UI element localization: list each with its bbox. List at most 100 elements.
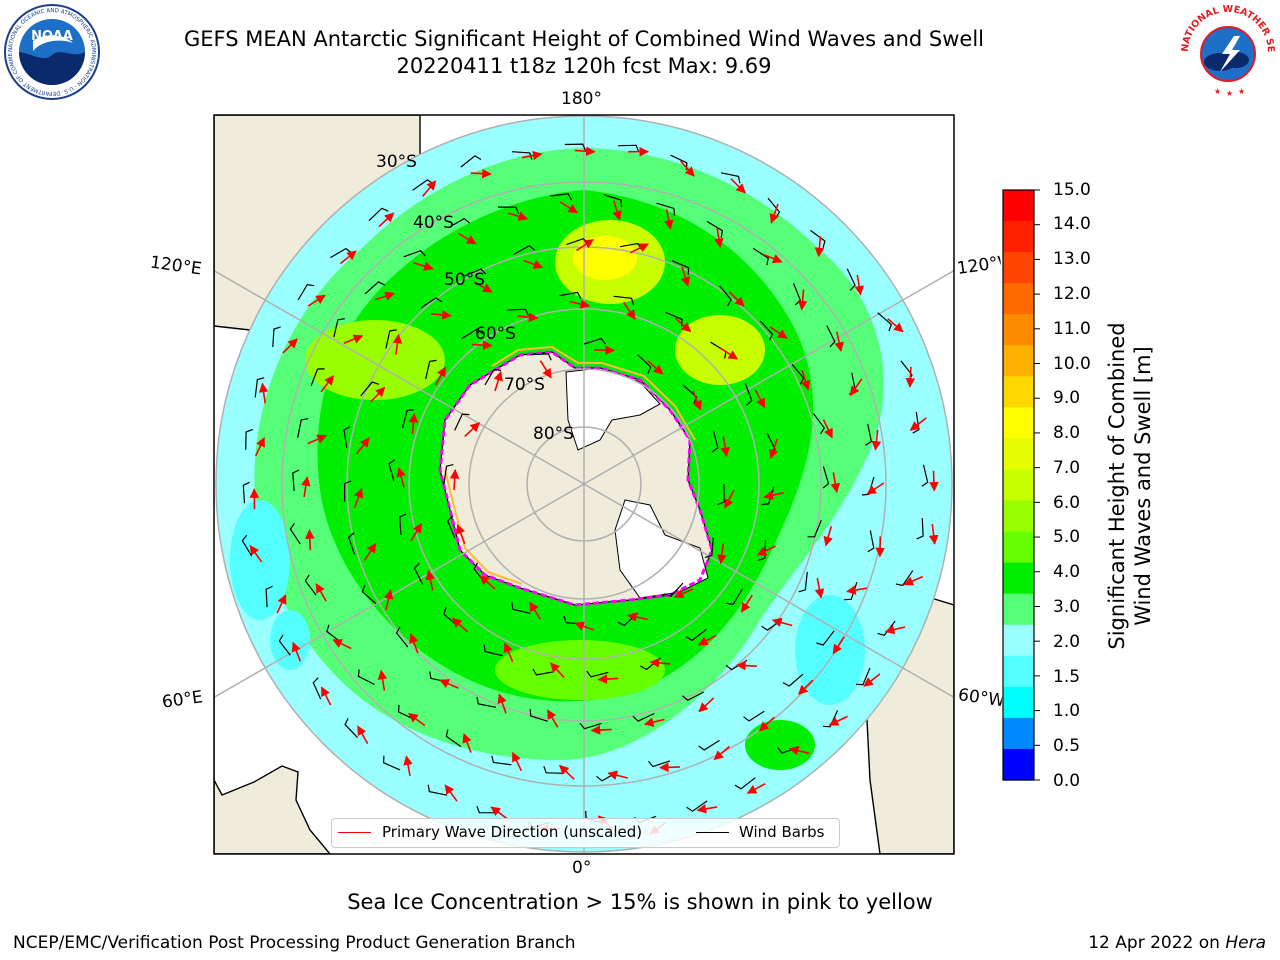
colorbar-band: [1003, 717, 1034, 750]
wind-barb: [344, 480, 352, 502]
wave-direction-arrow: [249, 545, 263, 563]
wind-barbs-legend-label: Wind Barbs: [739, 823, 825, 841]
wave-direction-arrow: [363, 542, 377, 561]
wind-barb: [717, 483, 725, 506]
wind-barb: [445, 729, 462, 748]
wave-direction-arrow: [353, 487, 364, 508]
wave-direction-arrow: [517, 312, 539, 323]
wind-barb: [758, 540, 767, 561]
wave-direction-arrow: [479, 575, 496, 590]
wind-barb: [448, 217, 470, 229]
wave-direction-arrow: [680, 160, 695, 177]
lat-label-70s: 70°S: [504, 375, 545, 395]
colorbar-tick: 0.0: [1053, 771, 1081, 791]
wave-direction-arrow: [470, 168, 492, 179]
wind-barb: [385, 329, 397, 349]
wind-barb: [564, 143, 587, 151]
wind-barb: [816, 630, 835, 646]
wave-direction-arrow: [559, 201, 579, 214]
wave-direction-arrow: [473, 281, 493, 293]
svg-text:★: ★: [1238, 87, 1245, 96]
chart-title: GEFS MEAN Antarctic Significant Height o…: [183, 27, 985, 51]
colorbar-tick: 1.0: [1053, 701, 1081, 721]
colorbar-tick: 10.0: [1053, 354, 1091, 374]
wave-direction-arrow: [590, 725, 612, 735]
wave-direction-arrow: [396, 467, 406, 488]
wind-barb: [583, 337, 606, 345]
colorbar-band: [1003, 314, 1034, 346]
colorbar-band: [1003, 438, 1034, 471]
wind-barb: [425, 359, 437, 380]
wave-direction-arrow: [410, 522, 423, 542]
wave-direction-arrow: [343, 334, 364, 345]
wave-direction-arrow: [413, 261, 434, 271]
wave-direction-arrow: [768, 438, 779, 460]
colorbar-band: [1003, 283, 1034, 315]
wave-direction-arrow: [291, 641, 302, 662]
wave-direction-arrow: [643, 717, 665, 727]
wind-barb: [855, 667, 871, 686]
colorbar: [1002, 189, 1040, 781]
colorbar-band: [1003, 531, 1034, 564]
wave-direction-arrow: [434, 366, 447, 386]
wave-direction-arrow: [304, 529, 315, 551]
wave-direction-arrow: [370, 386, 386, 403]
antarctica: [438, 345, 714, 607]
wave-direction-arrow: [301, 476, 311, 498]
wave-direction-arrow: [814, 236, 825, 258]
wave-direction-arrow: [649, 658, 671, 668]
colorbar-tick: 12.0: [1053, 284, 1091, 304]
wave-direction-arrow: [814, 577, 825, 599]
wind-barb: [265, 585, 273, 608]
wind-barb: [364, 281, 386, 295]
colorbar-band: [1003, 500, 1034, 533]
wave-direction-arrow: [866, 482, 885, 495]
wave-direction-arrow: [332, 639, 352, 650]
wind-barb: [822, 466, 830, 489]
wave-direction-arrow: [627, 612, 648, 622]
wind-barb: [823, 710, 839, 728]
wind-barb: [752, 247, 769, 266]
colorbar-band: [1003, 252, 1034, 284]
wind-barb: [877, 312, 893, 332]
wind-barb: [743, 710, 765, 722]
wave-direction-arrow: [798, 679, 814, 695]
colorbar-tick: 7.0: [1053, 458, 1081, 478]
wave-direction-arrow: [823, 525, 833, 547]
wave-direction-arrow: [769, 203, 779, 224]
wave-direction-arrow: [444, 784, 458, 802]
wave-direction-arrow: [697, 634, 717, 646]
wave-direction-arrow: [905, 366, 916, 388]
colorbar-band: [1003, 376, 1034, 408]
wind-barb: [529, 708, 548, 722]
wave-direction-arrow: [849, 378, 863, 397]
wind-barb: [807, 519, 822, 538]
wave-direction-arrows: [249, 146, 939, 835]
wave-direction-arrow: [430, 310, 452, 320]
footer-date: 12 Apr 2022 on Hera: [1088, 933, 1266, 953]
wind-barb: [368, 207, 389, 222]
colorbar-band: [1003, 345, 1034, 377]
wave-direction-arrow: [357, 725, 369, 744]
wave-direction-arrow: [664, 209, 674, 230]
wave-direction-arrow: [612, 200, 622, 221]
wave-direction-arrow: [834, 331, 844, 352]
wind-barb: [464, 268, 487, 277]
wave-direction-arrow: [607, 770, 628, 780]
wind-barb: [333, 318, 345, 338]
wave-direction-arrow: [377, 669, 388, 691]
wave-direction-arrow: [788, 745, 810, 756]
wind-barb: [461, 328, 483, 340]
wind-barb: [704, 537, 714, 559]
wave-direction-arrow: [769, 326, 788, 339]
wind-barb: [289, 523, 301, 545]
wave-direction-legend-swatch: [338, 832, 371, 833]
wave-direction-arrow: [740, 594, 753, 613]
wave-direction-arrow: [575, 238, 594, 252]
wave-direction-arrow: [680, 266, 690, 287]
wind-barb: [507, 308, 529, 316]
wind-barb: [867, 530, 875, 553]
wind-barb: [357, 669, 375, 686]
wave-direction-arrow: [374, 291, 395, 301]
